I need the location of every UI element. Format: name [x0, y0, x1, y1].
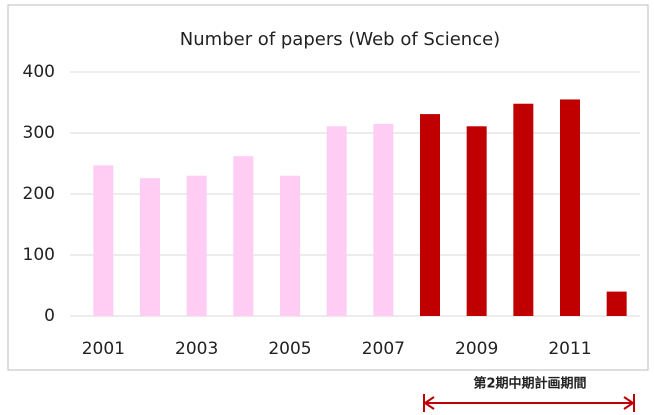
bar — [513, 103, 534, 316]
y-tick-label: 300 — [23, 123, 55, 143]
chart-title: Number of papers (Web of Science) — [180, 29, 500, 50]
bar — [373, 123, 394, 316]
bar — [93, 165, 114, 316]
bar — [186, 175, 207, 316]
x-tick-label: 2007 — [362, 339, 405, 359]
bar — [140, 178, 160, 316]
y-tick-label: 200 — [23, 184, 55, 204]
y-tick-label: 100 — [23, 245, 55, 265]
x-tick-label: 2005 — [268, 339, 311, 359]
bar — [560, 99, 580, 316]
x-tick-label: 2001 — [82, 339, 125, 359]
bar — [326, 126, 347, 316]
y-tick-label: 400 — [23, 62, 55, 82]
period-arrow — [423, 394, 635, 412]
bar — [606, 291, 627, 316]
annotation: 第2期中期計画期間 — [473, 376, 586, 392]
x-tick-label: 2011 — [548, 339, 591, 359]
x-tick-label: 2003 — [175, 339, 218, 359]
bar — [420, 114, 440, 316]
x-tick-label: 2009 — [455, 339, 498, 359]
bar — [233, 156, 254, 316]
bar — [466, 126, 487, 316]
y-tick-label: 0 — [44, 306, 55, 326]
bar — [280, 175, 300, 316]
